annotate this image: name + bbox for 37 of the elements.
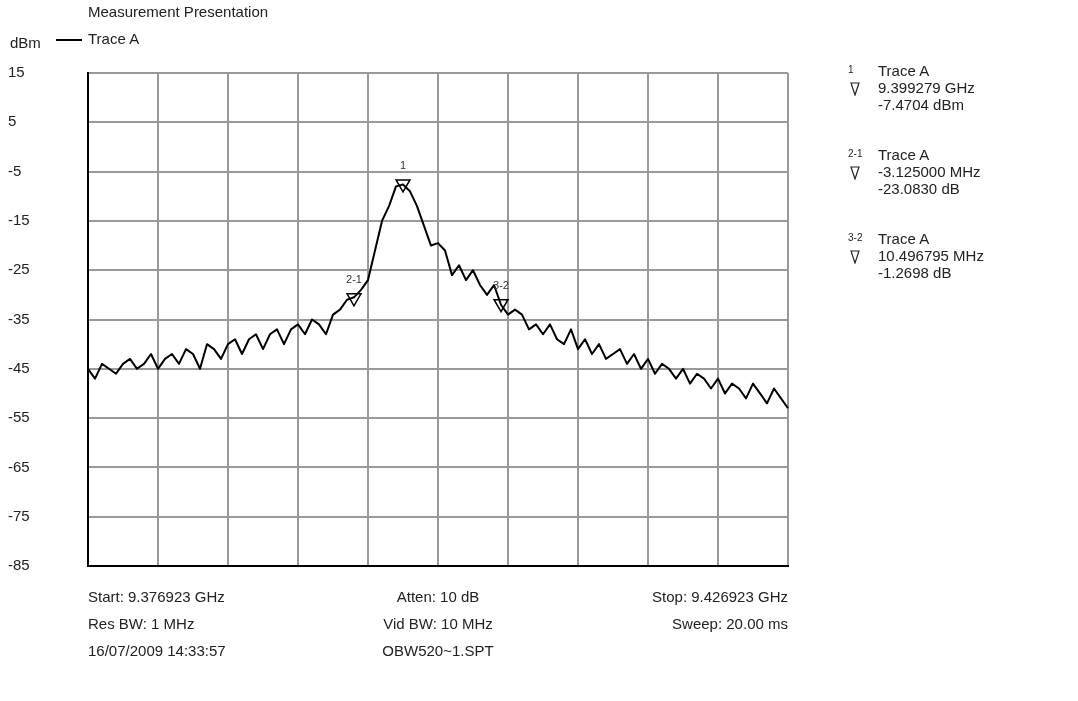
text: 9.399279 GHz [878,79,975,96]
text: Trace A [878,146,930,163]
text: Trace A [878,62,930,79]
text: Trace A [878,230,930,247]
y-tick-label: -75 [8,506,30,524]
y-tick-label: -45 [8,358,30,376]
y-tick-label: 5 [8,112,17,130]
annotation: 1 [399,159,407,172]
text: 2-1 [848,148,863,159]
text: Stop: 9.426923 GHz [651,588,788,605]
text: 3-2 [848,232,863,243]
text: -7.4704 dBm [878,96,964,113]
annotation: 2-1 [346,273,362,286]
text: OBW520~1.SPT [381,642,495,659]
text: 10.496795 MHz [878,247,984,264]
y-tick-label: -35 [8,309,30,327]
text: Vid BW: 10 MHz [382,615,494,632]
text: Sweep: 20.00 ms [671,615,788,632]
text: Atten: 10 dB [395,588,481,605]
text: -1.2698 dB [878,264,952,281]
y-tick-label: -15 [8,211,30,229]
text: -23.0830 dB [878,180,960,197]
y-tick-label: -25 [8,260,30,278]
legend-label: Trace A [88,30,140,47]
y-tick-label: -5 [8,161,22,179]
y-tick-label: 15 [8,63,25,81]
text: -3.125000 MHz [878,163,981,180]
y-tick-label: -65 [8,457,30,475]
text: Start: 9.376923 GHz [88,588,226,605]
chart-title: Measurement Presentation [88,3,269,20]
text: Res BW: 1 MHz [88,615,196,632]
y-axis-title: dBm [10,34,41,51]
text: 1 [848,64,854,75]
text: 16/07/2009 14:33:57 [88,642,227,659]
y-tick-label: -85 [8,556,30,574]
y-tick-label: -55 [8,408,30,426]
annotation: 3-2 [493,279,509,292]
